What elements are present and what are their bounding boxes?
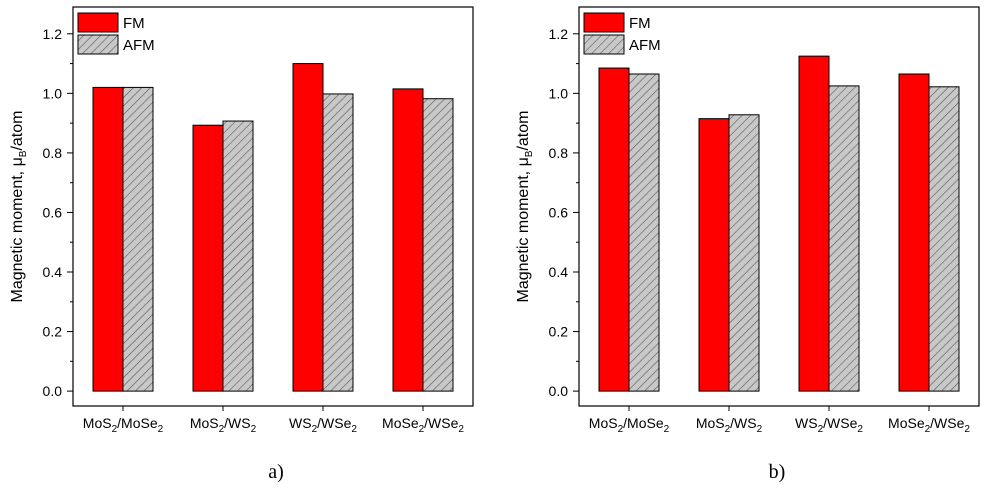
y-tick-label: 1.0 (43, 85, 63, 101)
y-tick-label: 0.0 (43, 383, 63, 399)
legend: FM AFM (77, 12, 155, 55)
panel-label: a) (268, 461, 284, 483)
bar-fm-1 (92, 86, 124, 392)
legend-label-afm: AFM (123, 37, 155, 54)
chart-panel-2: 0.0 0.2 0.4 0.6 0.8 1.0 1.2 MoS2/MoSe2 MoS2/WS2 W… (515, 6, 980, 483)
y-tick-label: 1.2 (43, 26, 63, 42)
bar-fm-1 (598, 67, 630, 392)
legend-swatch-fm (583, 12, 625, 33)
bar-fm-4 (392, 88, 424, 392)
bar-afm-3 (828, 85, 860, 392)
y-tick-label: 0.0 (549, 383, 569, 399)
y-tick-label: 0.4 (549, 264, 569, 280)
bar-afm-4 (422, 98, 454, 392)
x-tick-label: MoS2/WS2 (190, 415, 257, 435)
bar-afm-1 (628, 73, 660, 392)
y-tick-label: 0.8 (43, 145, 63, 161)
x-tick-label: MoS2/WS2 (696, 415, 763, 435)
x-tick-label: WS2/WSe2 (289, 415, 357, 435)
y-tick-label: 0.4 (43, 264, 63, 280)
x-tick-label: MoS2/MoSe2 (589, 415, 670, 435)
panel-label: b) (769, 461, 786, 483)
x-tick-label: MoSe2/WSe2 (382, 415, 464, 435)
x-tick-label: WS2/WSe2 (795, 415, 863, 435)
chart-panel-1: 0.0 0.2 0.4 0.6 0.8 1.0 1.2 MoS2/MoSe2 MoS2/WS2 W… (9, 6, 474, 483)
y-axis-title: Magnetic moment, μB/atom (9, 111, 29, 303)
y-tick-label: 1.0 (549, 85, 569, 101)
bar-afm-4 (928, 86, 960, 392)
legend-label-fm: FM (629, 15, 651, 32)
bar-fm-3 (292, 63, 324, 392)
bar-afm-1 (122, 86, 154, 392)
plot-frame (72, 6, 474, 407)
y-tick-label: 1.2 (549, 26, 569, 42)
x-tick-label: MoSe2/WSe2 (888, 415, 970, 435)
y-tick-label: 0.2 (549, 324, 569, 340)
legend: FM AFM (583, 12, 661, 55)
bar-afm-2 (728, 114, 760, 392)
y-axis-title: Magnetic moment, μB/atom (515, 111, 535, 303)
legend-swatch-afm (583, 34, 625, 55)
y-tick-label: 0.6 (549, 204, 569, 220)
bar-fm-2 (698, 118, 730, 392)
bar-fm-3 (798, 55, 830, 392)
plot-frame (578, 6, 980, 407)
y-tick-label: 0.8 (549, 145, 569, 161)
bar-afm-3 (322, 93, 354, 392)
legend-label-afm: AFM (629, 37, 661, 54)
bar-afm-2 (222, 120, 254, 392)
bar-fm-4 (898, 73, 930, 392)
x-tick-label: MoS2/MoSe2 (83, 415, 164, 435)
legend-swatch-afm (77, 34, 119, 55)
bar-fm-2 (192, 124, 224, 392)
y-tick-label: 0.6 (43, 204, 63, 220)
legend-label-fm: FM (123, 15, 145, 32)
y-tick-label: 0.2 (43, 324, 63, 340)
legend-swatch-fm (77, 12, 119, 33)
